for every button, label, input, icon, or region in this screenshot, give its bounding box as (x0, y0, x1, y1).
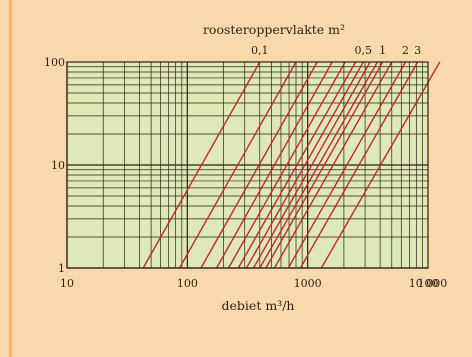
series-line (245, 61, 364, 269)
series-line (259, 61, 379, 269)
y-tick-labels: 1 10 100 (44, 56, 65, 275)
series-lines (142, 61, 441, 269)
area-label: 0,5 (355, 44, 373, 57)
x-tick-label: 10 (60, 277, 74, 290)
area-label: 2 (402, 44, 409, 57)
series-line (215, 61, 333, 269)
series-line (178, 61, 297, 269)
series-line (320, 61, 441, 269)
series-line (265, 61, 384, 269)
x-tick-label: 10 000 (409, 277, 448, 290)
series-line (142, 61, 261, 269)
x-tick-label: 100 (177, 277, 198, 290)
y-tick-label: 10 (51, 159, 65, 172)
area-label: 0,1 (251, 44, 269, 57)
series-line (252, 61, 371, 269)
x-tick-label: 1000 (294, 277, 322, 290)
series-line (299, 61, 419, 269)
x-tick-label: 100 (418, 277, 439, 290)
series-line (273, 61, 393, 269)
left-accent-bar (9, 0, 12, 357)
series-line (200, 61, 318, 269)
area-label: 3 (414, 44, 421, 57)
x-axis-label: debiet m³/h (222, 298, 295, 313)
area-labels: 0,1 0,5 1 2 3 (251, 44, 421, 57)
series-line (237, 61, 357, 269)
area-label: 1 (379, 44, 386, 57)
chart-title: roosteroppervlakte m² (203, 22, 345, 37)
plot-border (66, 61, 429, 269)
y-tick-label: 100 (44, 56, 65, 69)
y-tick-label: 1 (58, 262, 65, 275)
series-line (227, 61, 346, 269)
series-line (287, 61, 407, 269)
